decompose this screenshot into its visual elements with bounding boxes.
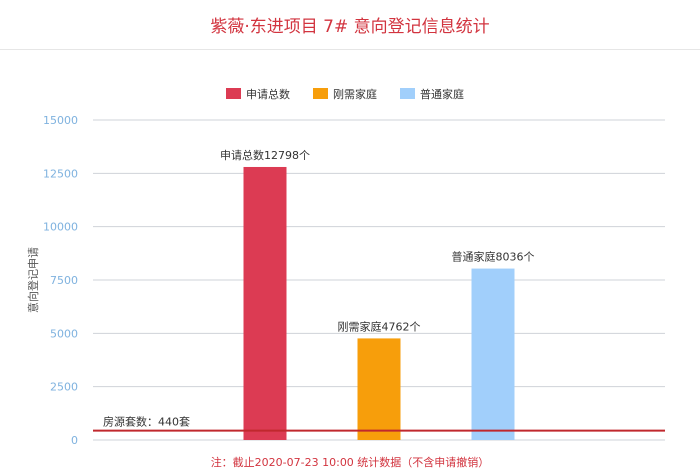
y-tick-label: 15000 bbox=[43, 114, 78, 127]
bar-2 bbox=[357, 338, 401, 440]
y-tick-label: 0 bbox=[71, 434, 78, 447]
legend-label: 普通家庭 bbox=[420, 87, 464, 101]
bar-1 bbox=[243, 166, 287, 440]
y-tick-label: 10000 bbox=[43, 221, 78, 234]
legend-swatch bbox=[313, 88, 328, 99]
y-axis-label: 意向登记申请 bbox=[26, 247, 40, 313]
title-divider bbox=[0, 49, 700, 50]
grid-lines bbox=[93, 119, 665, 441]
legend-swatch bbox=[226, 88, 241, 99]
data-label: 普通家庭8036个 bbox=[452, 250, 535, 264]
bar-3 bbox=[471, 268, 515, 440]
data-label: 申请总数12798个 bbox=[220, 148, 310, 162]
footnote: 注：截止2020-07-23 10:00 统计数据（不含申请撤销） bbox=[210, 456, 490, 469]
y-axis-ticks: 0 2500 5000 7500 10000 12500 15000 bbox=[43, 114, 78, 447]
y-tick-label: 12500 bbox=[43, 167, 78, 180]
legend-swatch bbox=[400, 88, 415, 99]
reference-line-label: 房源套数：440套 bbox=[103, 415, 190, 429]
legend: 申请总数 刚需家庭 普通家庭 bbox=[226, 87, 464, 101]
data-label: 刚需家庭4762个 bbox=[338, 319, 421, 333]
reference-line-group: 房源套数：440套 bbox=[93, 415, 665, 432]
y-tick-label: 7500 bbox=[50, 274, 78, 287]
legend-label: 刚需家庭 bbox=[333, 87, 377, 101]
legend-label: 申请总数 bbox=[246, 87, 290, 101]
bars bbox=[243, 166, 515, 440]
y-tick-label: 5000 bbox=[50, 327, 78, 340]
chart-title: 紫薇·东进项目 7# 意向登记信息统计 bbox=[210, 17, 490, 37]
y-tick-label: 2500 bbox=[50, 381, 78, 394]
